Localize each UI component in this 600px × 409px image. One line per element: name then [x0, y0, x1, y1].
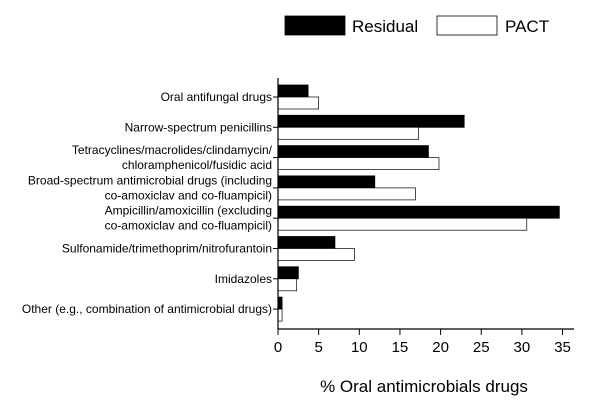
x-tick-label: 35: [554, 339, 571, 356]
legend-label-pact: PACT: [505, 17, 549, 36]
bar-residual: [277, 296, 283, 310]
x-tick-label: 5: [314, 339, 322, 356]
bars-group: [277, 84, 560, 322]
y-category-label: Imidazoles: [215, 272, 272, 286]
bar-pact: [277, 217, 528, 231]
x-axis: 0 5 10 15 20 25 30 35: [274, 328, 574, 356]
x-tick-label: 15: [392, 339, 409, 356]
x-tick-label: 20: [432, 339, 449, 356]
bar-residual: [277, 266, 299, 280]
x-tick-label: 25: [473, 339, 490, 356]
legend-swatch-pact: [436, 15, 498, 36]
y-category-label: Sulfonamide/trimethoprim/nitrofurantoin: [62, 242, 272, 256]
y-axis: Oral antifungal drugs Narrow-spectrum pen…: [22, 78, 279, 329]
bar-residual: [277, 175, 376, 189]
x-tick-label: 10: [351, 339, 368, 356]
x-axis-title: % Oral antimicrobials drugs: [320, 377, 528, 396]
bar-residual: [277, 84, 309, 98]
bar-residual: [277, 205, 560, 219]
y-category-label: Oral antifungal drugs: [161, 90, 272, 104]
bar-pact: [277, 126, 419, 140]
y-category-label: Other (e.g., combination of antimicrobia…: [22, 302, 272, 316]
y-category-label: Narrow-spectrum penicillins: [125, 120, 272, 134]
bar-pact: [277, 157, 440, 170]
y-category-label: Ampicillin/amoxicillin (excluding co-amox…: [105, 204, 272, 233]
bar-residual: [277, 114, 465, 128]
y-category-label: Tetracyclines/macrolides/clindamycin/chl…: [72, 143, 273, 172]
bar-pact: [277, 96, 320, 110]
legend-label-residual: Residual: [352, 17, 418, 36]
bar-pact: [277, 308, 283, 322]
y-category-label: Broad-spectrum antimicrobial drugs (incl…: [28, 173, 272, 202]
bar-residual: [277, 145, 429, 159]
legend-swatch-residual: [284, 15, 346, 36]
bar-pact: [277, 278, 298, 292]
bar-residual: [277, 236, 336, 249]
x-tick-label: 0: [274, 339, 282, 356]
bar-pact: [277, 187, 416, 201]
bar-pact: [277, 248, 355, 261]
legend: Residual PACT: [284, 15, 549, 36]
x-tick-label: 30: [514, 339, 531, 356]
